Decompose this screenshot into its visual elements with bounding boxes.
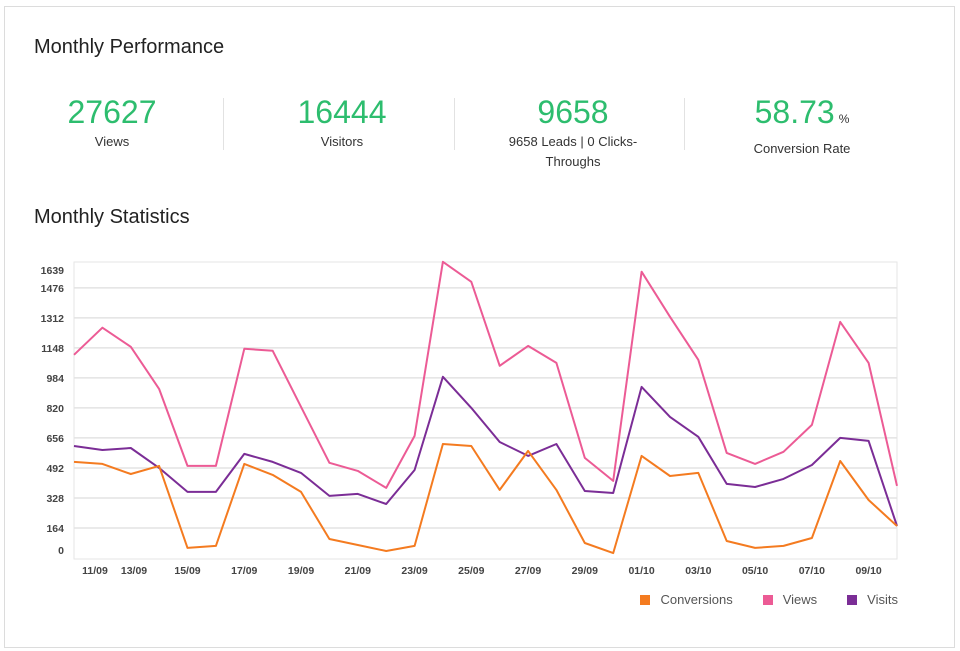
series-line-views: [73, 260, 898, 489]
legend-swatch: [847, 594, 858, 605]
x-tick-label: 17/09: [231, 565, 257, 577]
kpi-views: 27627 Views: [0, 92, 224, 152]
y-tick-label: 984: [46, 373, 64, 385]
kpi-number: 58.73: [754, 94, 835, 130]
y-tick-label: 1476: [41, 283, 65, 295]
kpi-divider: [454, 98, 455, 150]
kpi-value: 58.73%: [690, 92, 914, 139]
x-tick-label: 29/09: [572, 565, 598, 577]
series-line-visits: [73, 375, 898, 527]
kpi-label: Views: [94, 134, 130, 149]
kpi-divider: [223, 98, 224, 150]
kpi-value: 9658: [460, 92, 686, 132]
x-tick-label: 27/09: [515, 565, 541, 577]
dashboard-card: [4, 6, 955, 648]
x-tick-label: 11/09: [82, 565, 108, 577]
legend-item-conversions[interactable]: Conversions: [640, 592, 733, 607]
x-tick-label: 13/09: [121, 565, 147, 577]
y-tick-label: 492: [46, 463, 64, 475]
y-tick-label: 1312: [41, 313, 65, 325]
plot-frame: [73, 261, 898, 560]
kpi-visitors: 16444 Visitors: [230, 92, 454, 152]
kpi-number: 9658: [537, 94, 609, 130]
y-tick-label: 656: [46, 433, 64, 445]
kpi-row: 27627 Views 16444 Visitors 9658 9658 Lea…: [0, 92, 920, 182]
x-tick-label: 03/10: [685, 565, 711, 577]
legend-label: Visits: [867, 592, 898, 607]
y-tick-label: 164: [46, 523, 64, 535]
legend-swatch: [640, 594, 651, 605]
y-tick-label: 1639: [41, 265, 65, 277]
kpi-divider: [684, 98, 685, 150]
kpi-value: 16444: [230, 92, 454, 132]
y-tick-label: 328: [46, 493, 64, 505]
chart-legend: Conversions Views Visits: [640, 592, 898, 607]
kpi-number: 27627: [67, 94, 157, 130]
x-tick-label: 01/10: [628, 565, 654, 577]
kpi-unit: %: [838, 112, 850, 126]
x-tick-label: 19/09: [288, 565, 314, 577]
legend-swatch: [762, 594, 773, 605]
legend-label: Conversions: [660, 592, 733, 607]
kpi-label: Conversion Rate: [753, 141, 851, 156]
kpi-label: 9658 Leads | 0 Clicks-Throughs: [508, 134, 638, 169]
x-tick-label: 07/10: [799, 565, 825, 577]
kpi-number: 16444: [297, 94, 387, 130]
legend-label: Views: [782, 592, 818, 607]
legend-item-views[interactable]: Views: [762, 592, 818, 607]
x-tick-label: 05/10: [742, 565, 768, 577]
kpi-conversion-rate: 58.73% Conversion Rate: [690, 92, 914, 159]
kpi-label: Visitors: [320, 134, 364, 149]
x-tick-label: 09/10: [855, 565, 881, 577]
series-line-conversions: [73, 443, 898, 555]
kpi-value: 27627: [0, 92, 224, 132]
x-tick-label: 21/09: [345, 565, 371, 577]
kpi-leads: 9658 9658 Leads | 0 Clicks-Throughs: [460, 92, 686, 172]
y-tick-label: 0: [58, 545, 64, 557]
line-chart: 0 164 328 492 656 820 984 1148 1312 1476 1639 11/09…: [41, 260, 898, 577]
y-tick-label: 820: [46, 403, 64, 415]
x-tick-label: 23/09: [401, 565, 427, 577]
monthly-performance-title: Monthly Performance: [34, 36, 225, 58]
x-tick-label: 25/09: [458, 565, 484, 577]
monthly-statistics-title: Monthly Statistics: [34, 206, 190, 228]
y-tick-label: 1148: [41, 343, 64, 355]
x-tick-label: 15/09: [174, 565, 200, 577]
legend-item-visits[interactable]: Visits: [847, 592, 898, 607]
